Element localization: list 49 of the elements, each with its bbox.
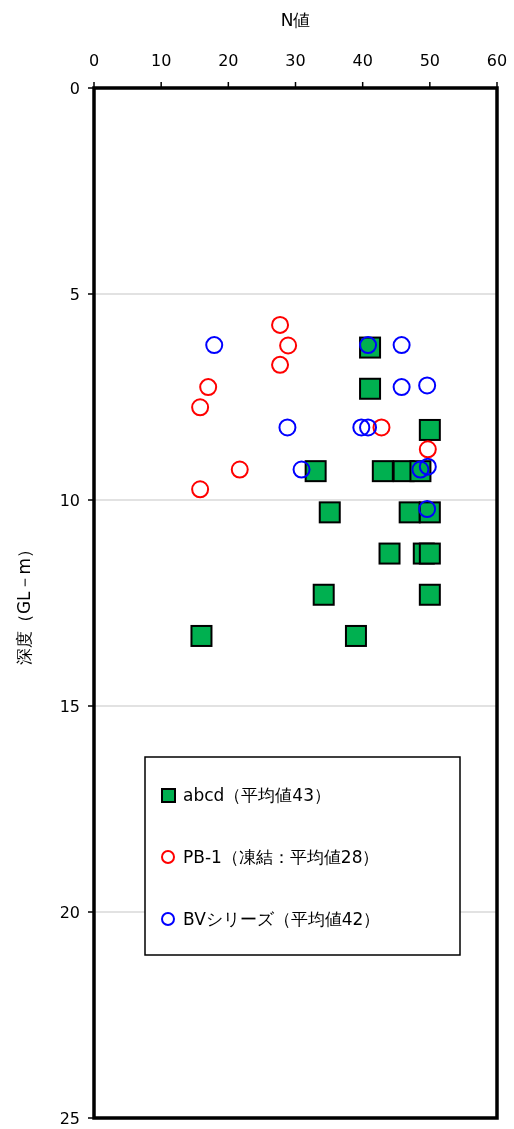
point xyxy=(418,583,441,606)
point xyxy=(304,460,327,483)
point xyxy=(279,336,298,355)
y-axis-title: 深度（GL－m） xyxy=(14,540,34,666)
point xyxy=(359,418,378,437)
point xyxy=(392,336,411,355)
point xyxy=(418,418,441,441)
legend-label: PB-1（凍結：平均値28） xyxy=(183,847,380,867)
x-tick-label: 30 xyxy=(285,51,306,70)
y-tick-label: 15 xyxy=(59,697,80,716)
x-tick-label: 60 xyxy=(486,51,508,70)
point xyxy=(352,418,371,437)
point xyxy=(278,418,297,437)
point xyxy=(190,624,213,647)
x-tick-label: 20 xyxy=(218,51,239,70)
point xyxy=(318,501,341,524)
point xyxy=(392,378,411,397)
point xyxy=(378,542,401,565)
point xyxy=(312,583,335,606)
point xyxy=(191,480,210,499)
point xyxy=(418,376,437,395)
y-tick-label: 5 xyxy=(69,285,80,304)
point xyxy=(199,378,218,397)
point xyxy=(418,542,441,565)
point xyxy=(418,500,437,519)
x-tick-label: 0 xyxy=(88,51,100,70)
legend-label: BVシリーズ（平均値42） xyxy=(183,909,381,929)
point xyxy=(418,440,437,459)
point xyxy=(371,460,394,483)
point xyxy=(271,315,290,334)
x-tick-label: 50 xyxy=(419,51,441,70)
point xyxy=(292,460,311,479)
point xyxy=(271,355,290,374)
y-tick-label: 20 xyxy=(59,903,80,922)
point xyxy=(398,501,421,524)
x-tick-label: 10 xyxy=(150,51,172,70)
point xyxy=(205,336,224,355)
point xyxy=(344,624,367,647)
y-tick-label: 10 xyxy=(59,491,80,510)
y-tick-label: 25 xyxy=(59,1109,80,1128)
y-tick-label: 0 xyxy=(69,79,80,98)
point xyxy=(191,398,210,417)
legend-label: abcd（平均値43） xyxy=(183,785,331,805)
x-axis-title: N値 xyxy=(280,10,311,30)
point xyxy=(372,418,391,437)
x-tick-label: 40 xyxy=(352,51,373,70)
point xyxy=(418,457,437,476)
point xyxy=(359,377,382,400)
point xyxy=(230,460,249,479)
